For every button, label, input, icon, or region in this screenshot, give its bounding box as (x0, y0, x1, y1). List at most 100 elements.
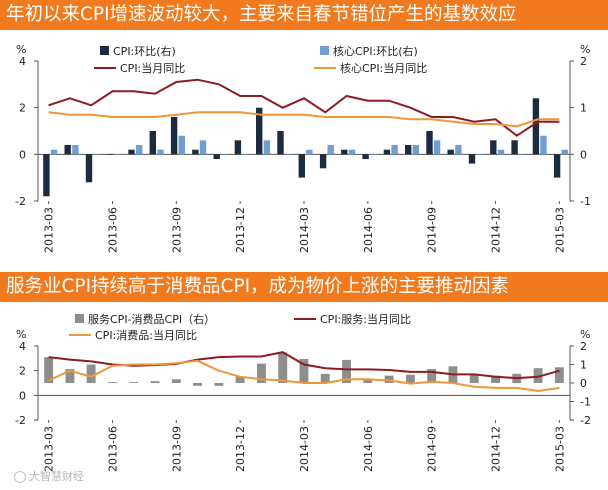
bar (490, 140, 497, 155)
bar (157, 149, 164, 155)
bar (348, 149, 356, 155)
bar (44, 357, 54, 383)
bar (263, 140, 271, 155)
bar (128, 149, 135, 155)
chart-services-vs-goods: % % -2 0 2 4 -2 -1 0 1 2 2013-03 2013-06 2013-09 2013-… (15, 312, 591, 472)
bar (469, 373, 479, 384)
right-axis-tick-label: -1 (580, 195, 591, 208)
chart-cpi-mom: % % -2 0 2 4 -1 0 1 2 2013-03 2013-06 2013-09 2013-12… (15, 43, 591, 253)
bar (213, 154, 220, 159)
left-axis-tick-label: 2 (19, 102, 26, 115)
bar (319, 154, 327, 169)
legend-label: 服务CPI-消费品CPI（右） (88, 312, 215, 326)
header-banner-1: 年初以来CPI增速波动较大，主要来自春节错位产生的基数效应 (0, 0, 608, 30)
x-axis-label: 2014-09 (426, 426, 439, 472)
bar (149, 131, 156, 155)
bar (298, 154, 305, 178)
bar (519, 154, 526, 155)
bar (114, 154, 122, 155)
bar (476, 154, 483, 155)
bar (370, 154, 377, 155)
x-axis-label: 2014-09 (426, 207, 439, 253)
bar (341, 149, 348, 155)
bar (192, 149, 199, 155)
legend-label: CPI:消费品:当月同比 (95, 328, 197, 342)
bar (362, 154, 369, 159)
bar (342, 359, 351, 383)
bar (391, 145, 398, 155)
bar (107, 154, 114, 155)
legend-swatch-bar (75, 314, 84, 323)
legend-swatch-bar (100, 46, 109, 55)
bar (412, 145, 419, 155)
x-axis-label: 2013-06 (107, 426, 120, 472)
left-axis-tick-label: 0 (19, 148, 26, 161)
x-axis-label: 2014-12 (490, 207, 503, 253)
legend-label: CPI:当月同比 (120, 61, 185, 75)
x-axis-label: 2014-03 (298, 426, 311, 472)
legend-label: 核心CPI:环比(右) (333, 44, 418, 58)
watermark-text: 大智慧财经 (29, 470, 84, 483)
bar (327, 145, 334, 155)
bar (199, 140, 207, 155)
right-axis-unit: % (580, 43, 590, 56)
bar (85, 154, 93, 183)
bar (193, 383, 202, 386)
left-axis-tick-label: -2 (15, 414, 26, 427)
right-axis-tick-label: 0 (580, 148, 587, 161)
x-axis-label: 2014-03 (298, 207, 311, 253)
bar (150, 381, 160, 383)
left-axis-tick-label: 2 (19, 365, 26, 378)
bar (405, 145, 412, 155)
bar (242, 154, 249, 155)
left-axis-tick-label: 4 (19, 55, 26, 68)
bar (561, 149, 568, 155)
bar (306, 149, 313, 155)
series-line (48, 351, 560, 380)
bar (93, 154, 100, 155)
legend-label: CPI:环比(右) (113, 44, 176, 58)
bar (363, 378, 373, 383)
right-axis-tick-label: 2 (580, 340, 587, 353)
right-axis-tick-label: 0 (580, 377, 587, 390)
bar (50, 149, 58, 155)
x-axis-label: 2014-06 (362, 426, 375, 472)
right-axis-tick-label: 1 (580, 102, 587, 115)
bar (426, 131, 433, 155)
right-axis-tick-label: 2 (580, 55, 587, 68)
bar (178, 135, 185, 155)
bar (320, 373, 330, 384)
left-axis-unit: % (16, 43, 26, 56)
bar (65, 369, 75, 383)
bar (491, 375, 500, 383)
bar (221, 154, 228, 155)
watermark-icon (14, 471, 26, 483)
x-axis-label: 2013-09 (170, 426, 183, 472)
x-axis-label: 2015-03 (553, 207, 566, 253)
bar (384, 375, 394, 383)
series-line (48, 359, 560, 393)
x-axis-label: 2013-06 (107, 207, 120, 253)
bar (214, 383, 224, 386)
bar (532, 98, 540, 155)
bar (468, 154, 476, 164)
left-axis-tick-label: 0 (19, 389, 26, 402)
bar (427, 369, 437, 383)
bar (285, 154, 292, 155)
x-axis-label: 2013-03 (43, 207, 56, 253)
bar (86, 364, 96, 383)
right-axis-tick-label: -1 (580, 396, 591, 409)
bar (511, 140, 518, 155)
right-axis-unit: % (580, 328, 590, 341)
bar (257, 363, 266, 383)
bar (405, 374, 415, 383)
bar (278, 352, 288, 383)
bar (136, 145, 143, 155)
bar (129, 382, 139, 383)
bar (235, 376, 245, 383)
bar (540, 135, 547, 155)
bar (64, 145, 71, 155)
bar (383, 149, 391, 155)
bar (455, 145, 462, 155)
watermark: 大智慧财经 (14, 468, 84, 484)
